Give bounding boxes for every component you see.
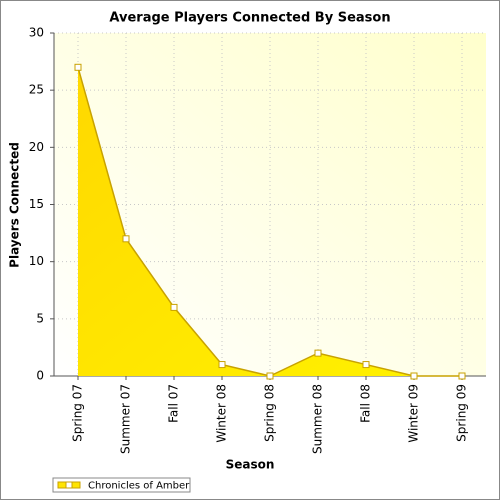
legend-box xyxy=(52,477,191,493)
y-tick-label: 5 xyxy=(36,311,44,325)
y-tick-label: 30 xyxy=(29,26,44,40)
x-tick-label: Summer 08 xyxy=(311,384,325,454)
y-tick-label: 20 xyxy=(29,140,44,154)
legend-marker xyxy=(65,481,73,489)
marker xyxy=(314,349,322,357)
marker xyxy=(266,372,274,380)
y-tick-label: 15 xyxy=(29,197,44,211)
marker xyxy=(410,372,418,380)
x-tick-label: Winter 09 xyxy=(407,384,421,443)
x-tick-label: Winter 08 xyxy=(215,384,229,443)
marker xyxy=(122,235,130,243)
x-tick-label: Summer 07 xyxy=(119,384,133,454)
legend-label: Chronicles of Amber xyxy=(88,481,190,492)
chart-title: Average Players Connected By Season xyxy=(109,11,390,26)
x-axis-label: Season xyxy=(226,458,275,472)
y-tick-label: 25 xyxy=(29,83,44,97)
y-axis-label: Players Connected xyxy=(8,142,22,268)
marker xyxy=(218,361,226,369)
marker xyxy=(170,303,178,311)
x-tick-label: Spring 09 xyxy=(455,384,469,442)
x-tick-label: Fall 07 xyxy=(167,384,181,423)
area xyxy=(78,67,462,377)
x-tick-label: Fall 08 xyxy=(359,384,373,423)
y-tick-label: 10 xyxy=(29,254,44,268)
marker xyxy=(458,372,466,380)
x-tick-label: Spring 08 xyxy=(263,384,277,442)
y-tick-label: 0 xyxy=(36,369,44,383)
marker xyxy=(362,361,370,369)
legend: Chronicles of Amber xyxy=(52,477,191,493)
x-tick-label: Spring 07 xyxy=(71,384,85,442)
marker xyxy=(74,63,82,71)
